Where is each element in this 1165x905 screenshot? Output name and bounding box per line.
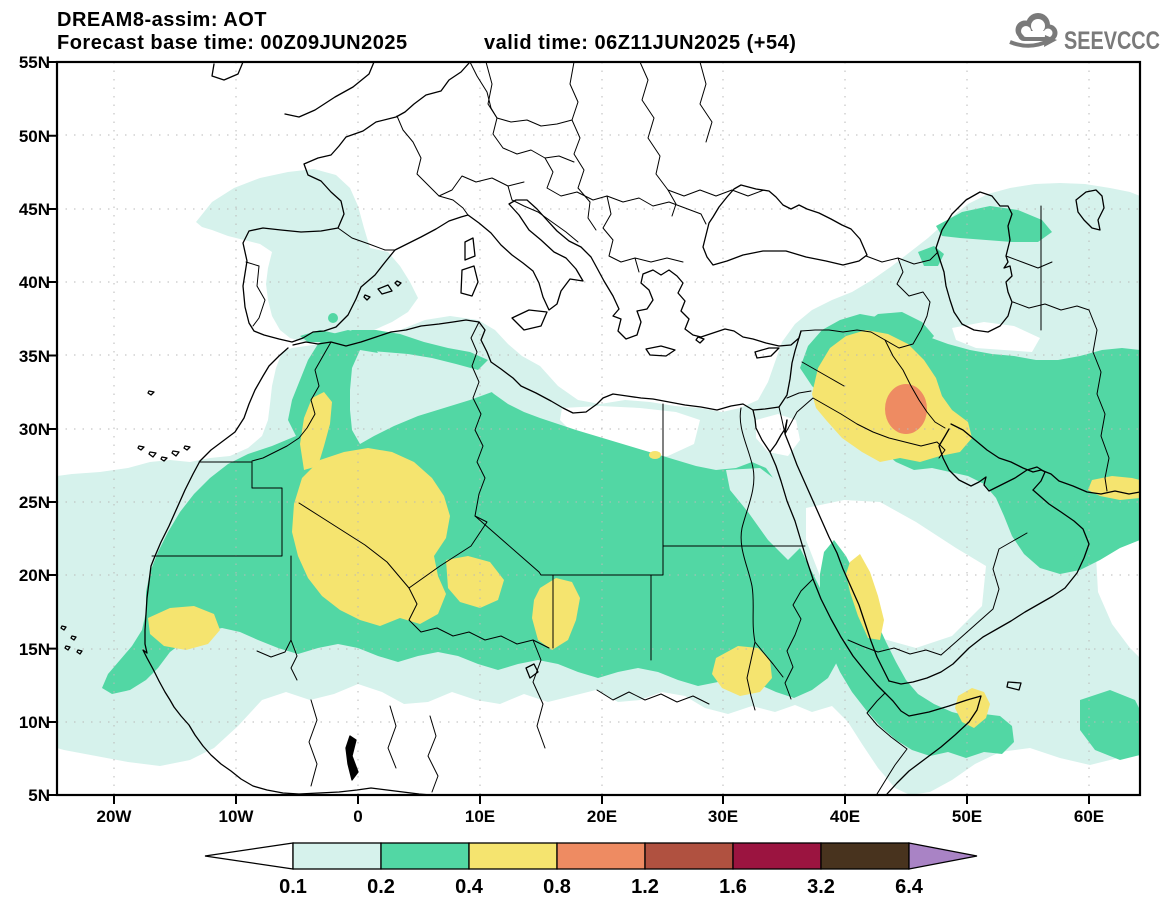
- coast-red-sea-arabia: [784, 419, 890, 682]
- lon-tick-label: 10W: [219, 807, 255, 826]
- axis-ticks: [48, 61, 1090, 804]
- lake-volta: [345, 735, 359, 781]
- valid-time-label: valid time: 06Z11JUN2025 (+54): [484, 32, 796, 54]
- island-sicily: [511, 309, 548, 331]
- coastlines: [142, 62, 1140, 795]
- island-cyprus: [754, 347, 780, 359]
- coast-north-africa: [292, 319, 780, 414]
- lat-tick-label: 45N: [19, 200, 50, 219]
- coast-aden-oman: [888, 489, 1090, 685]
- lat-tick-label: 30N: [19, 420, 50, 439]
- lat-tick-label: 50N: [19, 127, 50, 146]
- islands: [60, 62, 1022, 781]
- coast-levant: [778, 330, 802, 408]
- map-plot-area: [57, 62, 1140, 795]
- island-socotra: [1006, 681, 1022, 691]
- lon-tick-label: 50E: [952, 807, 982, 826]
- lat-tick-label: 25N: [19, 493, 50, 512]
- coast-west-africa: [142, 347, 432, 795]
- lat-tick-label: 55N: [19, 53, 50, 72]
- colorbar-segment: [292, 842, 382, 870]
- colorbar-segment: [380, 842, 470, 870]
- island-balearics: [363, 280, 402, 301]
- lat-tick-label: 20N: [19, 566, 50, 585]
- page-title: DREAM8-assim: AOT: [57, 9, 267, 31]
- island-crete: [645, 345, 676, 357]
- coast-nw-europe-iberia-med: [242, 62, 802, 347]
- colorbar-arrow-low: [204, 842, 294, 870]
- lon-tick-label: 10E: [465, 807, 495, 826]
- island-corsica: [464, 237, 476, 261]
- country-borders: [151, 62, 1110, 795]
- coast-persian-gulf-south: [938, 428, 1046, 492]
- colorbar-segment: [820, 842, 910, 870]
- lon-tick-label: 30E: [708, 807, 738, 826]
- lon-tick-label: 0: [353, 807, 362, 826]
- lat-tick-label: 5N: [28, 786, 50, 805]
- colorbar-segment: [468, 842, 558, 870]
- colorbar-segment: [556, 842, 646, 870]
- coast-ireland-fragment: [211, 62, 244, 81]
- lon-axis: 20W 10W 0 10E 20E 30E 40E 50E 60E: [97, 807, 1105, 826]
- cloud-arrow-icon: [1009, 13, 1058, 48]
- island-rhodes: [695, 336, 705, 344]
- lon-tick-label: 20W: [97, 807, 133, 826]
- lake-chad: [525, 663, 539, 679]
- islands-cape-verde: [60, 625, 83, 655]
- island-madeira: [147, 390, 155, 396]
- lat-tick-label: 15N: [19, 640, 50, 659]
- island-sardinia: [460, 265, 479, 297]
- coast-horn-of-africa: [884, 692, 982, 795]
- colorbar-label: 0.4: [455, 876, 484, 898]
- lat-tick-label: 40N: [19, 273, 50, 292]
- contour-fill-aot-0p8-iraq-max: [885, 384, 927, 434]
- colorbar-label: 6.4: [895, 876, 924, 898]
- colorbar-label: 0.8: [543, 876, 571, 898]
- seevccc-logo: SEEVCCC: [1009, 13, 1160, 55]
- colorbar-label: 1.6: [719, 876, 747, 898]
- coast-black-sea: [702, 184, 868, 266]
- base-time-label: Forecast base time: 00Z09JUN2025: [57, 32, 408, 54]
- colorbar-label: 0.1: [279, 876, 307, 898]
- lon-tick-label: 20E: [587, 807, 617, 826]
- river-nile: [739, 407, 784, 711]
- coast-persian-gulf-north: [950, 423, 1140, 495]
- colorbar-segment: [732, 842, 822, 870]
- lon-tick-label: 60E: [1074, 807, 1104, 826]
- lat-tick-label: 35N: [19, 347, 50, 366]
- colorbar-label: 1.2: [631, 876, 659, 898]
- graticule: [57, 62, 1140, 795]
- lon-tick-label: 40E: [830, 807, 860, 826]
- colorbar-legend: 0.1 0.2 0.4 0.8 1.2 1.6 3.2 6.4: [204, 842, 978, 898]
- lat-axis: 55N 50N 45N 40N 35N 30N 25N 20N 15N 10N …: [19, 53, 50, 805]
- logo-text: SEEVCCC: [1064, 27, 1160, 55]
- lat-tick-label: 10N: [19, 713, 50, 732]
- colorbar-segment: [644, 842, 734, 870]
- colorbar-label: 3.2: [807, 876, 835, 898]
- coast-caspian-sea: [935, 191, 1013, 333]
- colorbar-arrow-high: [908, 842, 978, 870]
- colorbar-label: 0.2: [367, 876, 395, 898]
- coast-aral-sea: [1075, 189, 1105, 231]
- coast-britain-fragment: [284, 62, 375, 118]
- contour-fill-patches: [350, 322, 1040, 560]
- islands-canary: [137, 445, 191, 462]
